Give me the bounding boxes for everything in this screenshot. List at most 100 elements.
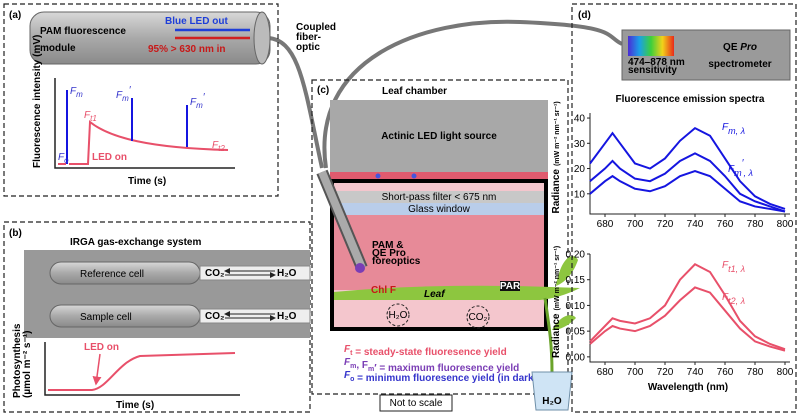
y-axis-title-main: Radiance [551,313,562,358]
x-tick-label: 760 [717,219,734,230]
panel-border [571,3,797,413]
legend-text: F [344,357,351,368]
x-tick-label: 700 [627,367,644,378]
sample-cell-label: Sample cell [80,312,132,323]
window [334,203,544,215]
spectrum-band [628,36,674,56]
spectrum-line [589,170,786,213]
series-label-sub: m, λ [728,126,745,136]
leaf-label: Leaf [424,289,446,300]
panel-a: (a) PAM fluorescence module Blue LED out … [3,3,279,197]
legend-text: = steady-state fluoresence yield [352,347,506,358]
fo-label: Fo [58,152,69,165]
y-tick-label: 30 [574,139,586,150]
panel-label: (d) [578,10,591,21]
spectrum-line [589,126,786,210]
y-tick-label: 0.15 [566,275,586,286]
legend-sub: t [350,350,353,357]
foreoptics-label: PAM & QE Pro foreoptics [372,240,421,267]
series-label-sub: t1, λ [728,264,745,274]
x-tick-label: 780 [747,219,764,230]
series-label-main: F [722,122,729,133]
spectrum-line [589,286,786,352]
y-tick-label: 40 [574,114,586,125]
fm-prime-label: Fm′ [190,92,206,110]
panel-border [3,3,279,197]
fm-prime-label: Fm′ [116,85,132,103]
y-tick-label: 0.10 [566,301,586,312]
legend-entry: Ft = steady-state fluoresence yield [344,344,507,358]
legend-text: F [344,344,351,355]
panel-label: (b) [9,228,22,239]
blue-led-label: Blue LED out [165,16,228,27]
probe-tip [355,263,365,273]
spectrum-line [589,152,786,213]
par-label: PAR [500,281,521,292]
y-axis-title: Radiance (mW m⁻² nm⁻¹ sr⁻¹) [551,101,562,213]
y-tick-label: 10 [574,189,586,200]
legend-text: ′ = maximum fluoresence yield [374,363,519,374]
trace [58,119,229,165]
h2o-label: H₂O [277,311,297,322]
legend-text: F [344,370,351,381]
y-tick-label: 0.20 [566,250,586,261]
chart-title: Fluorescence emission spectra [616,94,765,105]
y-tick-label: 0.05 [566,327,586,338]
filter [334,191,544,203]
light-source-label: Actinic LED light source [381,131,497,142]
x-tick-label: 780 [747,367,764,378]
panel-b: (b) IRGA gas-exchange system Reference c… [3,221,311,413]
legend-entry: Fm, Fm′ = maximum fluoresence yield [344,357,519,374]
y-axis-title: Fluorescence intensity (mV) [32,35,43,168]
par-sensor [500,281,520,291]
x-tick-label: 760 [717,367,734,378]
beaker [531,371,573,411]
probe [318,170,366,270]
y-axis-title-units: (mW m⁻² nm⁻¹ sr⁻¹) [554,101,561,166]
series-label-main: F [722,292,729,303]
led-on-arrow [92,353,102,386]
x-axis-title: Wavelength (nm) [648,382,728,393]
co2-label: CO₂ [205,311,224,322]
panel-c: (c) Leaf chamber Actinic LED light sourc… [311,79,580,412]
fiber [267,36,324,169]
chamber-title: Leaf chamber [382,86,447,97]
stem [543,297,554,373]
filter-label: Short-pass filter < 675 nm [382,192,497,203]
h2o-label: H₂O [277,268,297,279]
series-label-sub: t2, λ [728,296,745,306]
series-label: Ft2, λ [722,292,745,306]
spectrometer-name: QE Pro [723,42,757,53]
reference-cell-label: Reference cell [80,269,144,280]
beaker-label: H₂O [542,396,562,407]
blue-led [375,173,381,179]
legend-sub: m [350,363,356,370]
x-tick-label: 720 [657,219,674,230]
co2-label: CO₂ [205,268,224,279]
light-source [330,100,548,172]
fiber-label: Coupled fiber-optic [296,22,336,53]
module-title: PAM fluorescence module [40,26,126,54]
y-axis-title-units: (mW m⁻² nm⁻¹ sr⁻¹) [554,246,561,311]
y-axis-title-main: Radiance [551,169,562,214]
x-tick-label: 740 [687,367,704,378]
legend-text: , F [356,360,368,371]
series-label: Ft1, λ [722,260,745,274]
irga-title: IRGA gas-exchange system [70,237,201,248]
series-label: Fm, λ [722,122,745,136]
x-axis-title: Time (s) [116,400,154,411]
upper-chamber [334,215,544,290]
panel-border [311,79,569,395]
h2o-bubble [386,303,410,327]
co2-bubble [466,305,490,329]
panel-label: (c) [317,85,329,96]
co2-label: CO₂ [469,312,488,323]
axes [589,254,790,363]
ft1-label: Ft1 [84,110,97,123]
y-axis-title: Photosynthesis(µmol m⁻² s⁻¹) [12,323,33,398]
panel-d: (d) 474–878 nm sensitivity QE Pro spectro… [571,3,797,413]
spectrum-line [589,263,786,351]
legend-entry: Fo = minimum fluoresence yield (in dark) [344,370,537,384]
plant-leaf [552,315,576,330]
